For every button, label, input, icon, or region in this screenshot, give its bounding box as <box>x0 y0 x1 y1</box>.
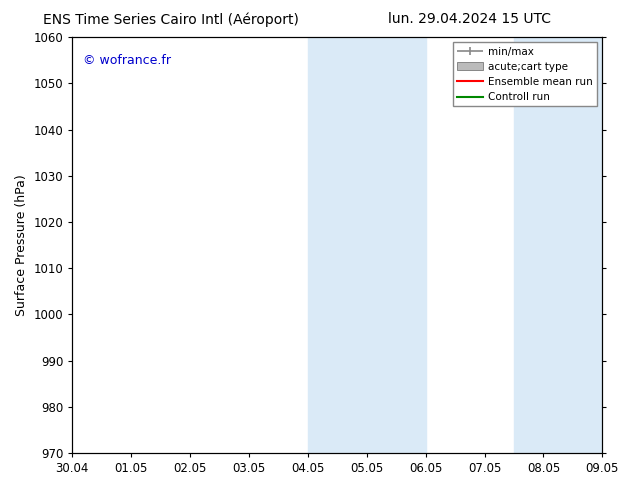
Legend: min/max, acute;cart type, Ensemble mean run, Controll run: min/max, acute;cart type, Ensemble mean … <box>453 42 597 106</box>
Y-axis label: Surface Pressure (hPa): Surface Pressure (hPa) <box>15 174 28 316</box>
Text: ENS Time Series Cairo Intl (Aéroport): ENS Time Series Cairo Intl (Aéroport) <box>43 12 299 27</box>
Text: © wofrance.fr: © wofrance.fr <box>83 54 171 67</box>
Text: lun. 29.04.2024 15 UTC: lun. 29.04.2024 15 UTC <box>387 12 551 26</box>
Bar <box>514 37 602 453</box>
Bar <box>308 37 425 453</box>
